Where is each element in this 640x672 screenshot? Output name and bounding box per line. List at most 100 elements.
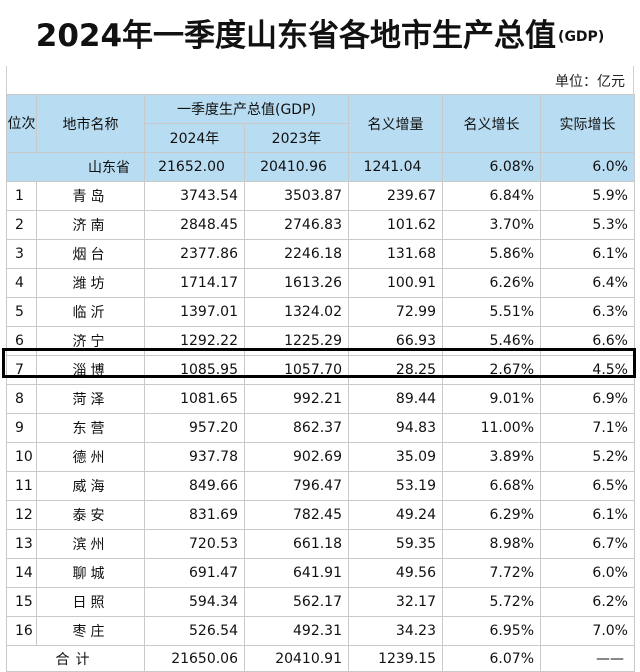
header-nominal-increase: 名义增量 [348,94,443,153]
province-2023: 20410.96 [244,152,349,182]
gdp-table: 位次 地市名称 一季度生产总值(GDP) 名义增量 名义增长 实际增长 2024… [6,94,635,672]
cell-v2023: 3503.87 [244,181,349,211]
header-nominal-growth: 名义增长 [442,94,541,153]
cell-real: 6.2% [540,587,635,617]
header-real-growth: 实际增长 [540,94,635,153]
cell-inc: 101.62 [348,210,443,240]
cell-v2024: 957.20 [144,413,245,443]
cell-nominal: 3.89% [442,442,541,472]
cell-real: 6.1% [540,239,635,269]
cell-v2024: 1085.95 [144,355,245,385]
highlight-box [2,348,636,378]
cell-rank: 2 [6,210,37,240]
cell-nominal: 6.84% [442,181,541,211]
cell-city: 日照 [36,587,145,617]
total-nominal: 6.07% [442,645,541,672]
table-row: 2 济南 2848.45 2746.83 101.62 3.70% 5.3% [6,210,635,240]
cell-rank: 4 [6,268,37,298]
cell-rank: 1 [6,181,37,211]
table-row: 12 泰安 831.69 782.45 49.24 6.29% 6.1% [6,500,635,530]
cell-city: 青岛 [36,181,145,211]
cell-v2023: 661.18 [244,529,349,559]
cell-inc: 35.09 [348,442,443,472]
table-row: 14 聊城 691.47 641.91 49.56 7.72% 6.0% [6,558,635,588]
cell-rank: 11 [6,471,37,501]
table-row: 16 枣庄 526.54 492.31 34.23 6.95% 7.0% [6,616,635,646]
cell-rank: 16 [6,616,37,646]
cell-real: 5.2% [540,442,635,472]
cell-nominal: 5.86% [442,239,541,269]
cell-real: 6.0% [540,558,635,588]
cell-city: 临沂 [36,297,145,327]
cell-v2024: 849.66 [144,471,245,501]
cell-rank: 6 [6,326,37,356]
cell-real: 6.3% [540,297,635,327]
cell-v2024: 1397.01 [144,297,245,327]
header-rank: 位次 [6,94,37,153]
cell-nominal: 8.98% [442,529,541,559]
cell-inc: 94.83 [348,413,443,443]
cell-v2024: 1714.17 [144,268,245,298]
cell-inc: 34.23 [348,616,443,646]
cell-city: 枣庄 [36,616,145,646]
cell-v2024: 937.78 [144,442,245,472]
cell-city: 菏泽 [36,384,145,414]
table-row: 7 淄博 1085.95 1057.70 28.25 2.67% 4.5% [6,355,635,385]
unit-label: 单位：亿元 [555,74,625,90]
cell-real: 6.4% [540,268,635,298]
cell-v2024: 720.53 [144,529,245,559]
total-v2023: 20410.91 [244,645,349,672]
cell-nominal: 9.01% [442,384,541,414]
cell-v2023: 782.45 [244,500,349,530]
cell-v2023: 992.21 [244,384,349,414]
cell-inc: 49.24 [348,500,443,530]
cell-v2023: 902.69 [244,442,349,472]
cell-real: 7.1% [540,413,635,443]
total-inc: 1239.15 [348,645,443,672]
table-row: 13 滨州 720.53 661.18 59.35 8.98% 6.7% [6,529,635,559]
title-main: 2024年一季度山东省各地市生产总值 [35,17,557,54]
cell-city: 淄博 [36,355,145,385]
cell-v2023: 1057.70 [244,355,349,385]
cell-v2023: 1324.02 [244,297,349,327]
cell-v2023: 2246.18 [244,239,349,269]
cell-city: 德州 [36,442,145,472]
cell-rank: 15 [6,587,37,617]
cell-v2023: 796.47 [244,471,349,501]
cell-rank: 12 [6,500,37,530]
cell-v2024: 3743.54 [144,181,245,211]
cell-rank: 13 [6,529,37,559]
cell-city: 济南 [36,210,145,240]
header-gdp-group: 一季度生产总值(GDP) [144,94,349,124]
cell-nominal: 6.95% [442,616,541,646]
total-label: 合计 [6,645,145,672]
cell-v2024: 831.69 [144,500,245,530]
cell-v2023: 1613.26 [244,268,349,298]
cell-rank: 14 [6,558,37,588]
table-body: 山东省 21652.00 20410.96 1241.04 6.08% 6.0%… [6,152,635,672]
cell-rank: 10 [6,442,37,472]
total-v2024: 21650.06 [144,645,245,672]
table-row: 6 济宁 1292.22 1225.29 66.93 5.46% 6.6% [6,326,635,356]
province-2024: 21652.00 [144,152,245,182]
cell-nominal: 6.29% [442,500,541,530]
cell-rank: 8 [6,384,37,414]
table-row: 4 潍坊 1714.17 1613.26 100.91 6.26% 6.4% [6,268,635,298]
cell-real: 5.9% [540,181,635,211]
page-title: 2024年一季度山东省各地市生产总值 (GDP) [0,0,640,64]
cell-rank: 9 [6,413,37,443]
cell-v2024: 2848.45 [144,210,245,240]
cell-v2024: 594.34 [144,587,245,617]
table-header: 位次 地市名称 一季度生产总值(GDP) 名义增量 名义增长 实际增长 2024… [6,94,635,153]
cell-rank: 3 [6,239,37,269]
cell-v2024: 2377.86 [144,239,245,269]
cell-city: 滨州 [36,529,145,559]
table-row: 3 烟台 2377.86 2246.18 131.68 5.86% 6.1% [6,239,635,269]
province-row: 山东省 21652.00 20410.96 1241.04 6.08% 6.0% [6,152,635,182]
cell-inc: 72.99 [348,297,443,327]
table-row: 1 青岛 3743.54 3503.87 239.67 6.84% 5.9% [6,181,635,211]
table-row: 10 德州 937.78 902.69 35.09 3.89% 5.2% [6,442,635,472]
cell-real: 6.5% [540,471,635,501]
cell-real: 4.5% [540,355,635,385]
cell-v2024: 691.47 [144,558,245,588]
